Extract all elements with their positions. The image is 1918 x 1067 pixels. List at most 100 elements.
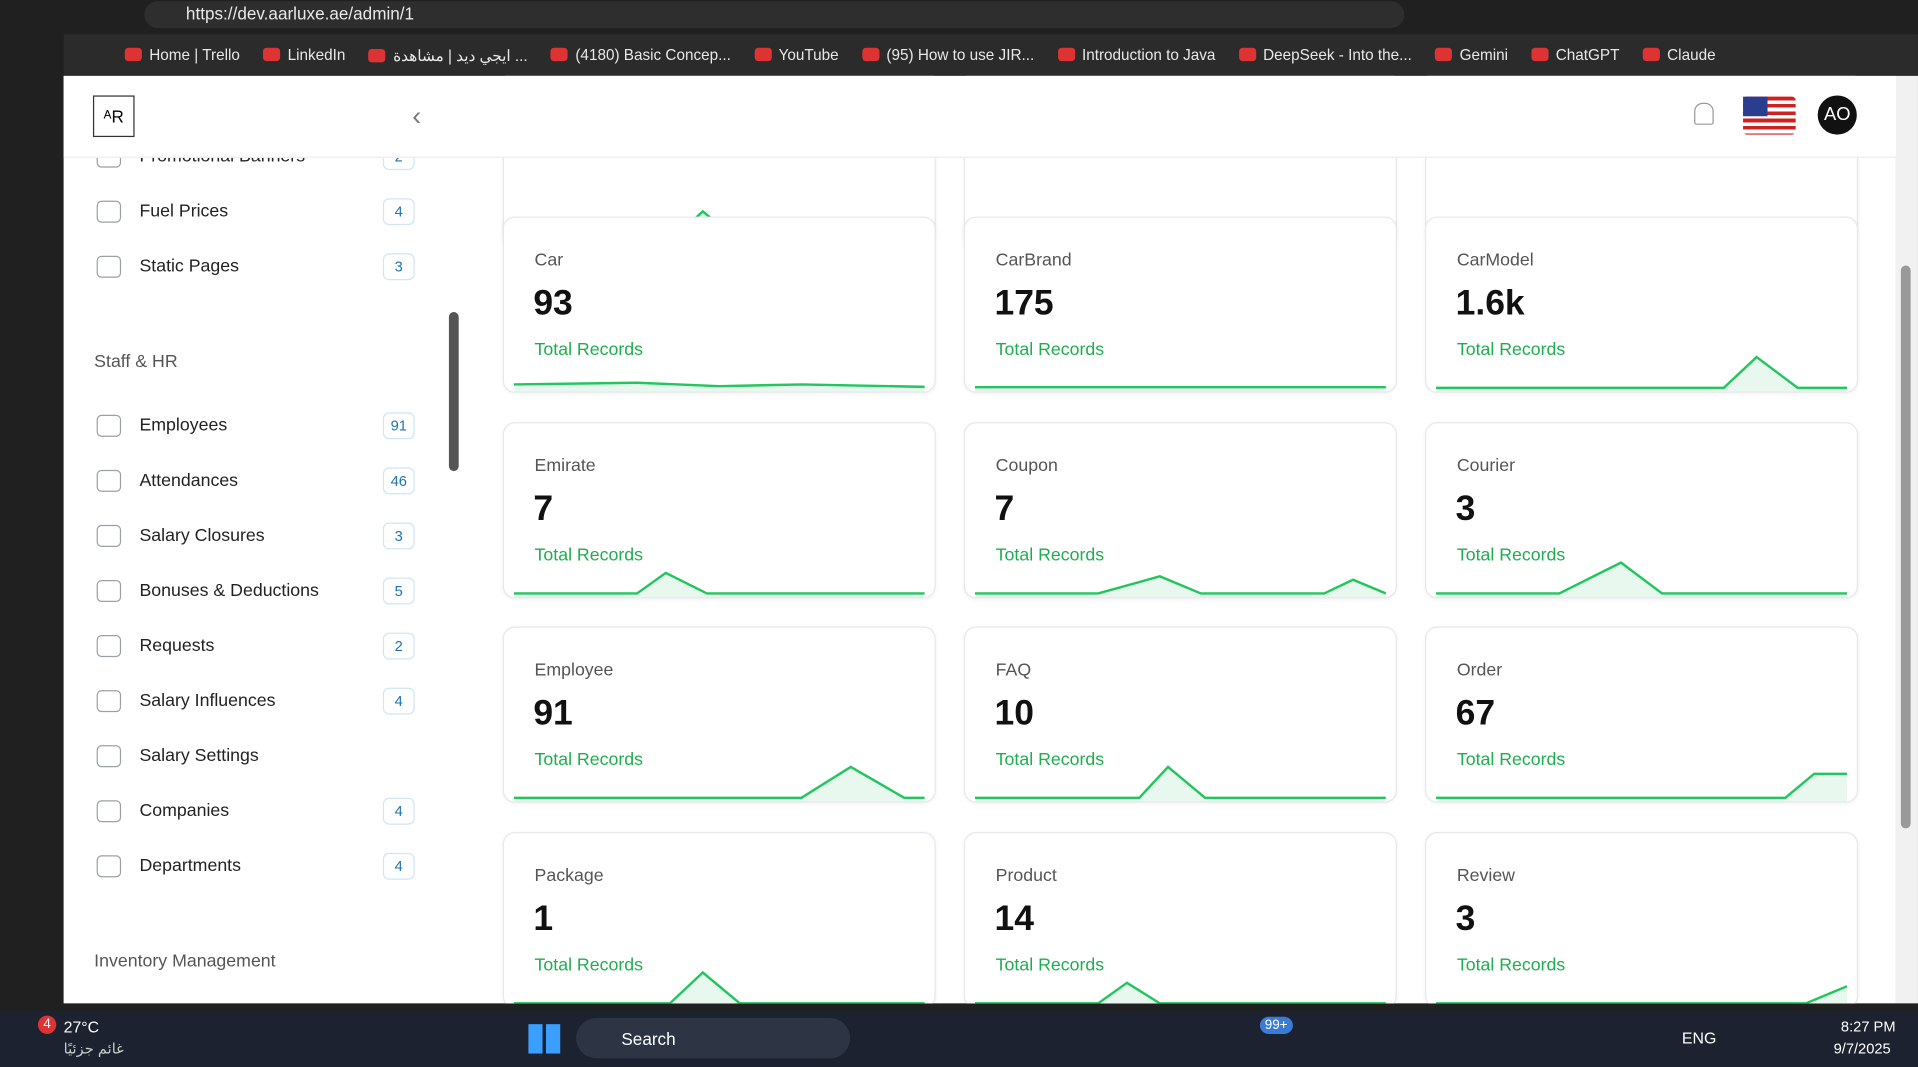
weather: غائم جزئيًا [63,1040,124,1058]
card-caption: Total Records [1456,750,1566,770]
sparkline [974,765,1386,802]
section-title[interactable]: Inventory Management [94,951,276,972]
card-value: 7 [994,488,1015,528]
card-label: Emirate [534,455,596,476]
time: 8:27 PM [1840,1018,1896,1036]
card-label: Review [1456,865,1515,886]
card-label: Car [534,250,564,271]
sparkline [974,980,1386,1004]
card-label: Courier [1456,455,1515,476]
card-caption: Total Records [995,545,1105,565]
menu-icon [96,745,122,768]
stat-card[interactable]: FAQ 10 Total Records [963,626,1397,803]
card-caption: Total Records [1456,340,1566,360]
bookmark[interactable]: ChatGPT [1531,46,1620,63]
bookmark[interactable]: DeepSeek - Into the... [1239,46,1412,63]
sparkline [513,570,925,597]
card-grid: Car 93 Total Records CarBrand 175 Total Recor… [64,75,1896,1004]
card-label: Product [995,865,1057,886]
menu-label: Requests [139,636,215,656]
card-value: 1 [533,898,554,938]
card-label: CarBrand [995,250,1072,271]
menu-icon [96,414,122,437]
card-value: 91 [533,693,573,733]
card-value: 1.6k [1455,283,1525,324]
card-caption: Total Records [995,955,1105,975]
menu-label: Salary Closures [139,526,265,546]
card-value: 7 [533,488,554,528]
menu-item[interactable]: Salary Influences 4 [94,684,415,721]
stat-card[interactable]: Coupon 7 Total Records [963,421,1397,598]
menu-item[interactable]: Salary Settings [94,739,414,776]
bookmark[interactable]: Introduction to Java [1057,46,1215,63]
stat-card[interactable]: CarModel 1.6k Total Records [1425,216,1859,393]
sparkline [513,381,925,392]
stat-card[interactable]: Emirate 7 Total Records [502,421,936,598]
menu-badge: 3 [382,253,415,281]
card-label: CarModel [1456,250,1534,271]
menu-badge: 5 [382,577,415,605]
card-caption: Total Records [534,750,643,770]
card-label: Package [534,865,604,886]
notify-badge: 99+ [1259,1016,1293,1034]
bookmark[interactable]: Gemini [1435,46,1508,63]
bookmark[interactable]: YouTube [754,46,839,63]
bookmark[interactable]: Claude [1643,46,1715,63]
menu-item[interactable]: Attendances 46 [94,464,415,501]
menu-badge: 4 [382,852,415,880]
card-value: 14 [994,898,1034,938]
bookmark[interactable]: LinkedIn [263,46,346,63]
page-scrollbar [1895,75,1918,1004]
header: ᴬR ‹ AO [63,75,1896,158]
stat-card[interactable]: Employee 91 Total Records [502,626,936,803]
menu-icon [96,524,122,547]
sparkline [1436,772,1848,802]
menu-label: Salary Influences [139,691,276,711]
menu-item[interactable]: Departments 4 [94,849,415,886]
url[interactable]: https://dev.aarluxe.ae/admin/1 [185,3,415,24]
bookmark[interactable]: Home | Trello [125,46,240,63]
stat-card[interactable]: Car 93 Total Records [502,216,936,393]
bookmarks-bar: Home | Trello LinkedIn ايجي ديد | مشاهدة .… [63,34,1918,76]
avatar[interactable]: AO [1817,95,1857,135]
stat-card[interactable]: Package 1 Total Records [502,831,936,1004]
menu-item[interactable]: Employees 91 [94,409,415,446]
stat-card[interactable]: Order 67 Total Records [1425,626,1859,803]
admin-page: ᴬR ‹ AO Promotional Banners 2 Fuel Prices 4… [63,75,1896,1004]
stat-card[interactable]: Review 3 Total Records [1425,831,1859,1004]
weather-badge: 4 [37,1015,57,1034]
stat-card[interactable]: Courier 3 Total Records [1425,421,1859,598]
card-caption: Total Records [995,340,1105,360]
sparkline [513,765,925,802]
menu-item[interactable]: Static Pages 3 [94,250,415,287]
temperature: 27°C [63,1018,100,1037]
sparkline [513,970,925,1004]
bookmark[interactable]: (95) How to use JIR... [862,46,1034,63]
date: 9/7/2025 [1833,1040,1891,1058]
search[interactable]: Search [621,1029,676,1049]
menu-item[interactable]: Fuel Prices 4 [94,195,415,232]
sparkline [1436,560,1848,597]
card-caption: Total Records [1456,955,1566,975]
bookmark[interactable]: (4180) Basic Concep... [551,46,731,63]
language[interactable]: ENG [1681,1029,1717,1048]
section-title[interactable]: Staff & HR [94,352,178,372]
menu-label: Bonuses & Deductions [139,581,319,601]
menu-item[interactable]: Promotional Banners 2 [94,156,415,177]
menu-badge: 4 [382,198,415,226]
menu-item[interactable]: Requests 2 [94,629,415,666]
stat-card[interactable]: CarBrand 175 Total Records [963,216,1397,393]
menu-icon [96,156,122,168]
card-caption: Total Records [534,545,643,565]
menu-icon [96,690,122,713]
menu-item[interactable]: Salary Closures 3 [94,519,415,556]
menu-badge: 2 [382,156,415,171]
menu-item[interactable]: Companies 4 [94,794,415,831]
menu-item[interactable]: Bonuses & Deductions 5 [94,574,415,611]
sidebar-scrollbar [448,312,459,472]
menu-icon [96,255,122,278]
menu-badge: 91 [382,412,415,440]
card-caption: Total Records [1456,545,1566,565]
stat-card[interactable]: Product 14 Total Records [963,831,1397,1004]
bookmark[interactable]: ايجي ديد | مشاهدة ... [369,46,528,64]
